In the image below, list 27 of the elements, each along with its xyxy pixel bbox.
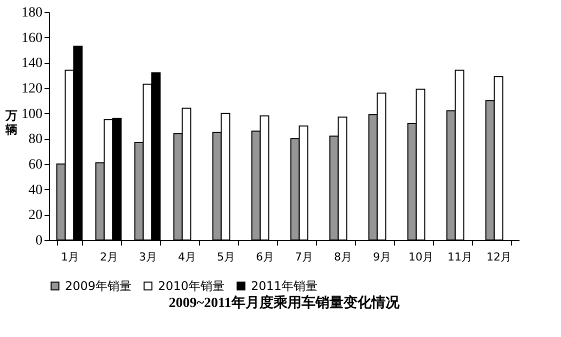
x-tick-label: 7月: [295, 250, 313, 264]
legend-label: 2010年销量: [158, 279, 225, 293]
x-tick-label: 12月: [486, 250, 512, 264]
x-tick-label: 9月: [373, 250, 392, 264]
legend-label: 2011年销量: [251, 279, 318, 293]
legend-label: 2009年销量: [65, 279, 132, 293]
y-tick-label: 80: [28, 132, 42, 148]
y-tick-label: 0: [36, 234, 42, 248]
y-tick-label: 40: [28, 182, 42, 198]
x-tick-label: 6月: [256, 250, 274, 264]
y-tick-label: 140: [22, 56, 42, 72]
x-tick-label: 10月: [408, 250, 434, 264]
text: 2009~2011年月度乘用车销量变化情况: [168, 294, 400, 311]
x-tick-label: 1月: [60, 250, 79, 264]
x-tick-label: 11月: [448, 250, 473, 264]
y-axis-title: 万辆: [4, 108, 18, 136]
x-tick-label: 2月: [100, 250, 118, 264]
y-tick-label: 20: [28, 208, 42, 224]
x-tick-label: 8月: [334, 250, 352, 264]
x-tick-label: 3月: [138, 250, 157, 264]
x-tick-label: 4月: [178, 250, 196, 264]
y-tick-label: 120: [22, 82, 42, 96]
y-tick-label: 180: [22, 6, 42, 20]
y-tick-label: 60: [28, 158, 42, 172]
y-tick-label: 100: [22, 106, 42, 122]
x-tick-label: 5月: [216, 250, 235, 264]
y-tick-label: 160: [22, 30, 42, 46]
